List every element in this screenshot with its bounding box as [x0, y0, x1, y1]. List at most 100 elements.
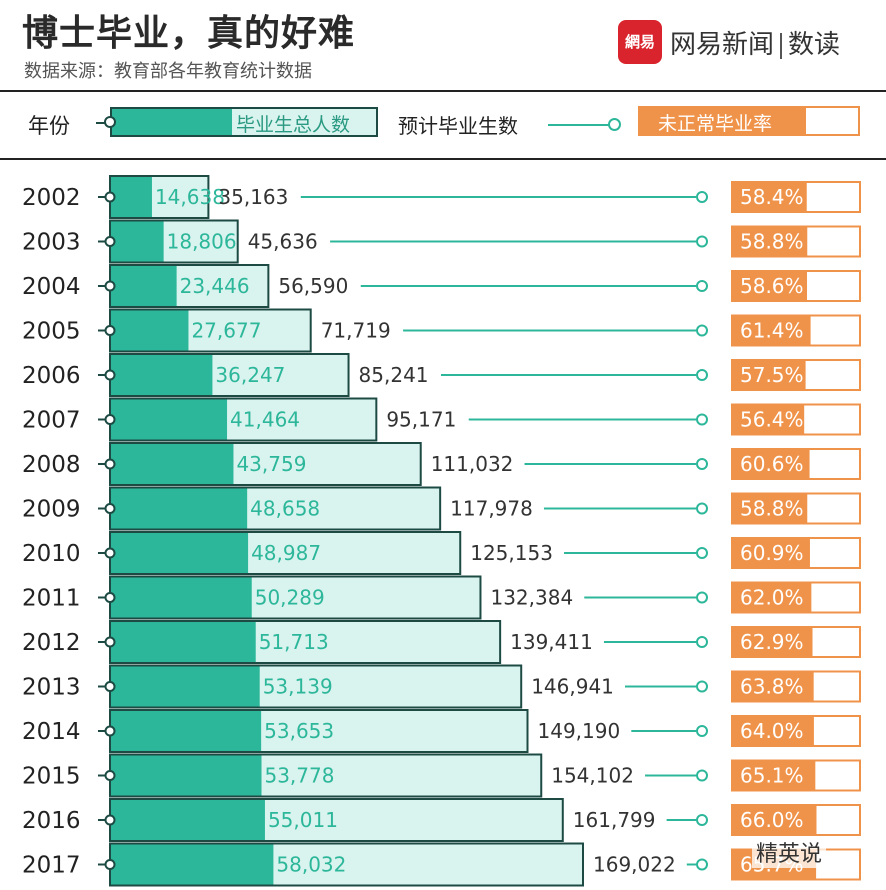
year-label-2012: 2012 — [22, 630, 81, 656]
legend-knob-icon — [104, 116, 116, 128]
graduates-value-2009: 48,658 — [250, 497, 320, 521]
rate-bar-2016 — [732, 805, 817, 835]
expected-value-2017: 169,022 — [593, 853, 676, 877]
expected-dot-icon-2009 — [696, 502, 708, 515]
legend-rate-swatch: 未正常毕业率 — [638, 106, 860, 136]
graduates-value-2016: 55,011 — [268, 808, 338, 832]
graduates-bar-2004 — [111, 266, 177, 306]
year-label-2005: 2005 — [22, 319, 81, 345]
page-title: 博士毕业，真的好难 — [22, 13, 356, 54]
expected-dot-icon-2016 — [696, 814, 708, 826]
rate-value-2005: 61.4% — [740, 319, 804, 343]
rate-bar-2005 — [732, 315, 811, 346]
year-label-2007: 2007 — [22, 408, 81, 434]
expected-value-2002: 35,163 — [218, 185, 288, 209]
year-label-2014: 2014 — [22, 719, 81, 745]
graduates-bar-2007 — [111, 399, 228, 440]
expected-value-2015: 154,102 — [551, 764, 634, 788]
bar-knob-icon-2009 — [104, 503, 116, 514]
expected-dot-icon-2012 — [696, 636, 708, 648]
rate-value-2004: 58.6% — [740, 274, 804, 298]
expected-dot-icon-2006 — [696, 369, 708, 381]
year-label-2009: 2009 — [22, 497, 81, 523]
brand: 网易新闻 数读 — [670, 24, 840, 61]
year-label-2016: 2016 — [22, 808, 81, 834]
expected-value-2011: 132,384 — [490, 586, 573, 610]
legend: 年份 毕业生总人数 预计毕业生数 未正常毕业率 — [0, 90, 886, 160]
expected-value-2009: 117,978 — [450, 497, 533, 521]
bar-knob-icon-2015 — [104, 770, 116, 781]
bar-knob-icon-2006 — [104, 369, 116, 381]
rate-bar-2002 — [732, 182, 807, 212]
rate-bar-2006 — [732, 360, 806, 390]
brand-section: 数读 — [788, 30, 841, 60]
rate-bar-2014 — [732, 716, 814, 746]
expected-value-2016: 161,799 — [573, 808, 656, 832]
expected-dot-icon-2002 — [696, 191, 708, 203]
rate-bar-2007 — [732, 404, 805, 435]
expected-value-2014: 149,190 — [538, 719, 621, 743]
bar-knob-icon-2002 — [104, 191, 116, 203]
rate-value-2013: 63.8% — [740, 675, 804, 699]
legend-rate-fill — [640, 108, 806, 134]
expected-value-2003: 45,636 — [248, 230, 318, 254]
bar-knob-icon-2014 — [104, 725, 116, 737]
year-label-2002: 2002 — [22, 185, 81, 211]
bar-knob-icon-2013 — [104, 681, 116, 692]
graduates-value-2006: 36,247 — [215, 363, 285, 387]
rate-value-2014: 64.0% — [740, 719, 804, 743]
bar-knob-icon-2010 — [104, 547, 116, 559]
data-source: 数据来源：教育部各年教育统计数据 — [24, 61, 312, 82]
rate-value-2010: 60.9% — [740, 541, 804, 565]
graduates-bar-2005 — [111, 310, 189, 351]
rate-value-2002: 58.4% — [740, 185, 804, 209]
watermark: 精英说 — [752, 836, 827, 868]
graduates-bar-2016 — [111, 800, 265, 840]
rate-bar-2010 — [732, 538, 810, 568]
graduates-bar-2014 — [111, 711, 262, 751]
year-label-2017: 2017 — [22, 853, 81, 879]
graduates-bar-2015 — [111, 755, 262, 796]
year-label-2004: 2004 — [22, 274, 81, 300]
graduates-value-2013: 53,139 — [263, 675, 333, 699]
legend-expected-line — [548, 124, 610, 126]
expected-dot-icon-2011 — [696, 591, 708, 604]
rate-bar-2015 — [732, 760, 816, 791]
year-label-2015: 2015 — [22, 764, 81, 790]
rate-value-2003: 58.8% — [740, 230, 804, 254]
legend-graduates-label: 毕业生总人数 — [236, 114, 351, 136]
rate-value-2009: 58.8% — [740, 497, 804, 521]
expected-value-2010: 125,153 — [470, 541, 553, 565]
rate-bar-2003 — [732, 226, 808, 257]
bar-knob-icon-2017 — [104, 859, 116, 870]
bar-knob-icon-2016 — [104, 814, 116, 826]
graduates-bar-2012 — [111, 622, 256, 662]
year-label-2008: 2008 — [22, 452, 81, 478]
graduates-bar-2003 — [111, 221, 164, 262]
legend-graduates-fill — [112, 109, 232, 135]
expected-dot-icon-2017 — [696, 858, 708, 871]
bar-knob-icon-2003 — [104, 236, 116, 247]
rate-bar-2009 — [732, 493, 808, 524]
expected-dot-icon-2013 — [696, 680, 708, 693]
graduates-bar-2017 — [111, 844, 274, 885]
rate-bar-2011 — [732, 582, 812, 613]
bar-knob-icon-2008 — [104, 458, 116, 470]
year-label-2013: 2013 — [22, 675, 81, 701]
expected-value-2013: 146,941 — [531, 675, 614, 699]
legend-graduates-swatch: 毕业生总人数 — [110, 107, 378, 137]
graduates-bar-2008 — [111, 444, 234, 484]
expected-value-2012: 139,411 — [510, 630, 593, 654]
rate-value-2007: 56.4% — [740, 408, 804, 432]
graduates-value-2014: 53,653 — [264, 719, 334, 743]
year-label-2003: 2003 — [22, 230, 81, 256]
legend-axis-tick — [96, 122, 106, 124]
expected-dot-icon-2003 — [696, 235, 708, 248]
graduates-value-2011: 50,289 — [255, 586, 325, 610]
expected-value-2007: 95,171 — [386, 408, 456, 432]
rate-value-2015: 65.1% — [740, 764, 804, 788]
graduates-value-2012: 51,713 — [259, 630, 329, 654]
expected-dot-icon-2010 — [696, 547, 708, 559]
graduates-bar-2009 — [111, 488, 248, 529]
